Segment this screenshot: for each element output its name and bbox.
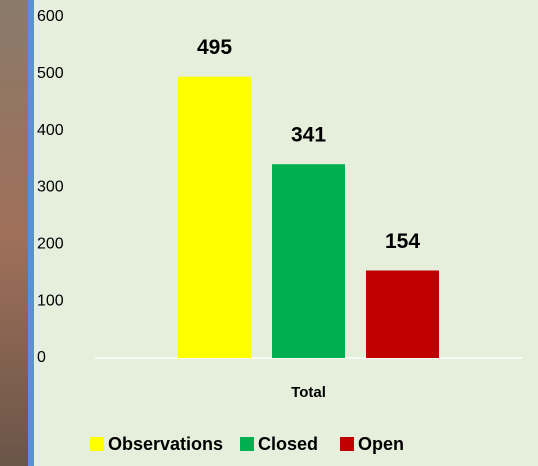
y-tick-label: 600 [37, 8, 64, 25]
data-label: 154 [385, 230, 420, 253]
legend-swatch [240, 437, 254, 451]
y-tick-label: 100 [37, 292, 64, 309]
bar [272, 164, 345, 358]
background-photo [0, 0, 28, 466]
y-tick-label: 200 [37, 236, 64, 253]
legend-swatch [340, 437, 354, 451]
legend-label: Observations [108, 434, 223, 454]
data-label: 495 [197, 36, 232, 59]
bar [366, 270, 439, 358]
legend-label: Closed [258, 434, 318, 454]
border [28, 0, 34, 466]
y-tick-label: 500 [37, 65, 64, 82]
y-tick-label: 0 [37, 349, 46, 366]
chart: 0 100 200 300 400 500 600 Total 495 341 154 Observa… [0, 0, 538, 466]
bar [178, 77, 251, 358]
y-tick-label: 400 [37, 122, 64, 139]
legend-swatch [90, 437, 104, 451]
x-tick-label: Total [291, 384, 326, 401]
data-label: 341 [291, 124, 326, 147]
y-tick-label: 300 [37, 179, 64, 196]
legend-label: Open [358, 434, 404, 454]
